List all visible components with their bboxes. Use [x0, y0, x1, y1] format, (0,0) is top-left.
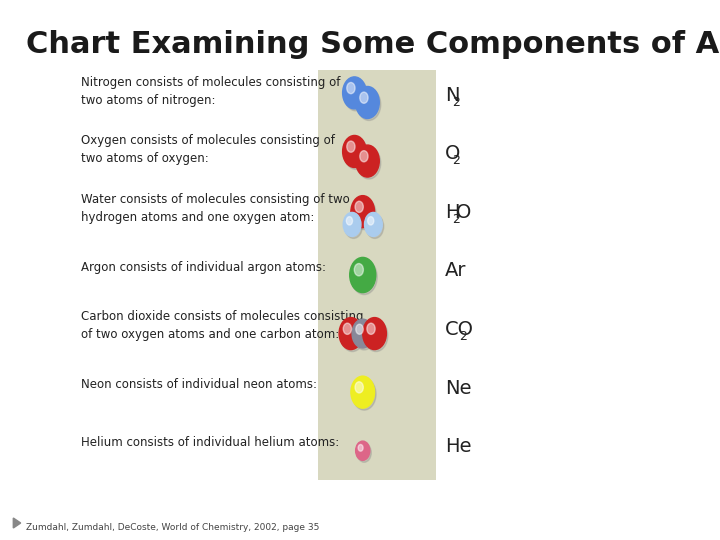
Circle shape [360, 151, 368, 162]
Circle shape [352, 198, 376, 230]
Circle shape [347, 141, 355, 152]
Circle shape [357, 443, 372, 462]
Text: Zumdahl, Zumdahl, DeCoste, World of Chemistry, 2002, page 35: Zumdahl, Zumdahl, DeCoste, World of Chem… [26, 523, 319, 532]
Circle shape [344, 138, 368, 170]
Circle shape [351, 259, 377, 295]
Circle shape [350, 258, 376, 293]
Circle shape [364, 320, 388, 352]
Text: H: H [445, 203, 459, 222]
Text: 2: 2 [452, 154, 460, 167]
Circle shape [343, 323, 351, 334]
Circle shape [357, 89, 381, 120]
Text: 2: 2 [452, 96, 460, 109]
Circle shape [339, 318, 363, 349]
Text: Argon consists of individual argon atoms:: Argon consists of individual argon atoms… [81, 260, 326, 273]
Circle shape [367, 323, 375, 334]
Circle shape [344, 79, 368, 111]
Circle shape [355, 201, 364, 212]
Circle shape [354, 264, 364, 276]
Circle shape [364, 212, 382, 237]
Text: Neon consists of individual neon atoms:: Neon consists of individual neon atoms: [81, 377, 318, 390]
Circle shape [343, 212, 361, 237]
Text: 2: 2 [452, 213, 460, 226]
Circle shape [343, 77, 366, 109]
Circle shape [351, 195, 374, 228]
Text: CO: CO [445, 320, 474, 339]
Text: Nitrogen consists of molecules consisting of
two atoms of nitrogen:: Nitrogen consists of molecules consistin… [81, 76, 341, 107]
Polygon shape [13, 518, 21, 528]
Circle shape [356, 86, 379, 118]
Text: Ar: Ar [445, 261, 467, 280]
Text: Chart Examining Some Components of Air: Chart Examining Some Components of Air [26, 30, 720, 59]
Text: O: O [456, 203, 472, 222]
Circle shape [341, 320, 364, 352]
Circle shape [347, 83, 355, 93]
Circle shape [352, 319, 374, 348]
FancyBboxPatch shape [318, 70, 436, 480]
Circle shape [346, 217, 353, 225]
Circle shape [351, 376, 374, 408]
Text: Helium consists of individual helium atoms:: Helium consists of individual helium ato… [81, 436, 340, 449]
Circle shape [363, 318, 387, 349]
Circle shape [366, 214, 384, 239]
Circle shape [352, 378, 376, 410]
Text: 2: 2 [459, 330, 467, 343]
Circle shape [354, 321, 375, 350]
Circle shape [345, 214, 362, 239]
Circle shape [343, 136, 366, 167]
Circle shape [356, 145, 379, 177]
Text: He: He [445, 437, 472, 456]
Circle shape [360, 92, 368, 103]
Text: Ne: Ne [445, 379, 472, 397]
Circle shape [357, 147, 381, 179]
Text: Water consists of molecules consisting of two
hydrogen atoms and one oxygen atom: Water consists of molecules consisting o… [81, 193, 350, 224]
Circle shape [368, 217, 374, 225]
Circle shape [355, 382, 364, 393]
Text: Oxygen consists of molecules consisting of
two atoms of oxygen:: Oxygen consists of molecules consisting … [81, 134, 336, 165]
Circle shape [358, 444, 363, 451]
Text: N: N [445, 86, 459, 105]
Circle shape [356, 324, 364, 334]
Text: O: O [445, 144, 460, 164]
Circle shape [356, 441, 370, 460]
Text: Carbon dioxide consists of molecules consisting
of two oxygen atoms and one carb: Carbon dioxide consists of molecules con… [81, 310, 364, 341]
